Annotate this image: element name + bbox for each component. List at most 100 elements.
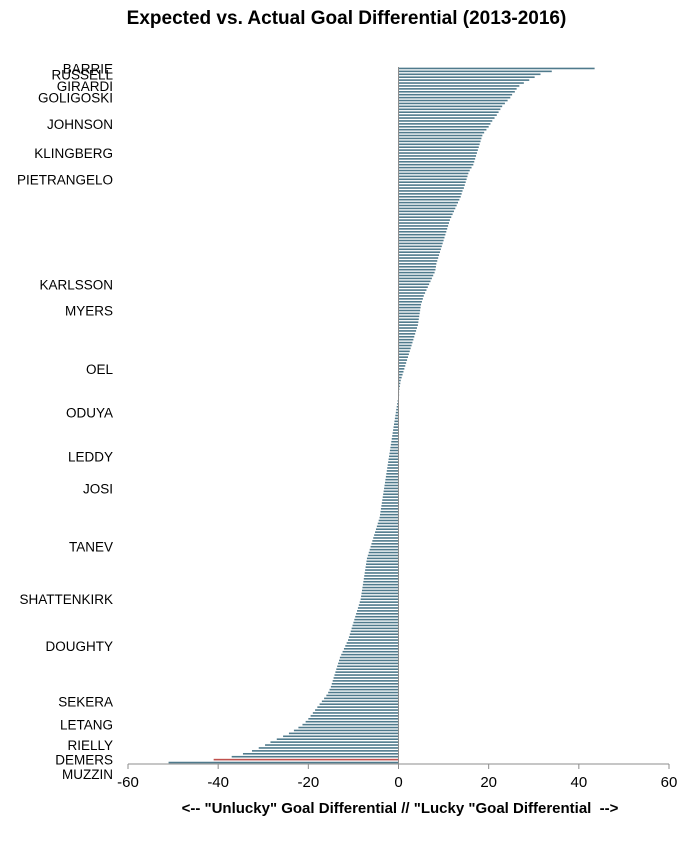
bar bbox=[398, 330, 417, 332]
bar bbox=[398, 137, 482, 140]
bar bbox=[398, 333, 416, 335]
bar bbox=[330, 685, 399, 688]
bar bbox=[398, 222, 449, 224]
bar bbox=[398, 359, 408, 361]
bar bbox=[398, 178, 467, 181]
bar bbox=[394, 420, 399, 423]
bar bbox=[390, 446, 399, 449]
bar bbox=[398, 125, 489, 128]
bar bbox=[398, 245, 442, 248]
bar bbox=[398, 373, 403, 376]
bar bbox=[398, 105, 503, 108]
bar bbox=[378, 519, 399, 522]
bar bbox=[302, 723, 399, 726]
bar bbox=[398, 193, 462, 195]
bar bbox=[398, 295, 424, 297]
bar bbox=[387, 467, 399, 469]
bar bbox=[398, 335, 415, 338]
bar bbox=[398, 248, 441, 251]
bar bbox=[298, 726, 399, 729]
bar bbox=[333, 677, 399, 679]
bar bbox=[358, 604, 399, 606]
bar bbox=[293, 729, 399, 732]
bar bbox=[242, 752, 399, 755]
bar bbox=[398, 341, 413, 344]
player-label: KLINGBERG bbox=[34, 146, 113, 161]
bar bbox=[335, 671, 399, 673]
bar bbox=[332, 680, 399, 682]
bar bbox=[398, 242, 443, 245]
bar bbox=[398, 67, 595, 70]
bar bbox=[398, 376, 402, 379]
player-label: LEDDY bbox=[68, 449, 113, 464]
bar bbox=[258, 747, 399, 749]
bar bbox=[398, 382, 401, 385]
bar bbox=[312, 712, 399, 714]
bar bbox=[364, 572, 399, 574]
bar bbox=[398, 85, 520, 87]
bar bbox=[337, 665, 399, 668]
bar bbox=[373, 537, 399, 539]
bar bbox=[364, 575, 399, 577]
bar bbox=[331, 683, 399, 685]
bar bbox=[398, 82, 524, 84]
player-label: MUZZIN bbox=[62, 767, 113, 782]
bar bbox=[398, 347, 411, 350]
bar bbox=[374, 534, 399, 536]
bar bbox=[385, 478, 399, 481]
bar bbox=[362, 583, 399, 586]
bar bbox=[395, 411, 399, 414]
bar bbox=[361, 595, 399, 598]
bar bbox=[398, 300, 422, 303]
bar bbox=[398, 225, 449, 227]
bar bbox=[365, 569, 399, 571]
bar bbox=[326, 694, 399, 697]
bar bbox=[346, 642, 399, 644]
bar bbox=[398, 353, 409, 356]
bar bbox=[398, 134, 483, 137]
bar bbox=[375, 531, 399, 533]
player-label: BARRIE bbox=[63, 61, 113, 76]
bar bbox=[398, 210, 454, 213]
bar bbox=[383, 493, 399, 496]
bar bbox=[398, 70, 552, 73]
bar bbox=[350, 630, 399, 633]
bar bbox=[398, 350, 410, 353]
bar bbox=[398, 286, 428, 288]
bar bbox=[393, 423, 399, 426]
x-tick-label: -20 bbox=[297, 774, 319, 791]
player-label: SHATTENKIRK bbox=[19, 592, 113, 607]
bar bbox=[398, 280, 431, 283]
bar bbox=[398, 158, 476, 160]
bar bbox=[362, 586, 399, 589]
bar bbox=[398, 312, 420, 315]
player-label: GOLIGOSKI bbox=[38, 91, 113, 106]
bar bbox=[398, 90, 515, 93]
bar bbox=[334, 674, 399, 676]
bar bbox=[354, 618, 399, 621]
bar bbox=[398, 146, 479, 148]
bar bbox=[353, 621, 399, 624]
bars-layer bbox=[168, 67, 595, 764]
bar bbox=[398, 306, 421, 309]
bar bbox=[385, 475, 399, 478]
x-tick-label: -60 bbox=[117, 774, 139, 791]
bar bbox=[342, 650, 399, 653]
bar bbox=[398, 251, 440, 253]
x-axis-label: <-- "Unlucky" Goal Differential // "Luck… bbox=[181, 800, 619, 817]
bar bbox=[251, 750, 399, 752]
bar bbox=[398, 120, 493, 122]
bar bbox=[343, 648, 399, 650]
bar bbox=[328, 691, 399, 694]
bar bbox=[338, 662, 399, 665]
bar bbox=[398, 213, 453, 216]
bar bbox=[398, 254, 440, 256]
bar bbox=[398, 283, 430, 286]
bar bbox=[276, 738, 399, 741]
bar bbox=[395, 414, 399, 417]
bar bbox=[398, 152, 477, 154]
bar bbox=[338, 659, 399, 662]
bar bbox=[398, 172, 469, 175]
bar bbox=[398, 321, 419, 323]
bar bbox=[336, 668, 399, 671]
